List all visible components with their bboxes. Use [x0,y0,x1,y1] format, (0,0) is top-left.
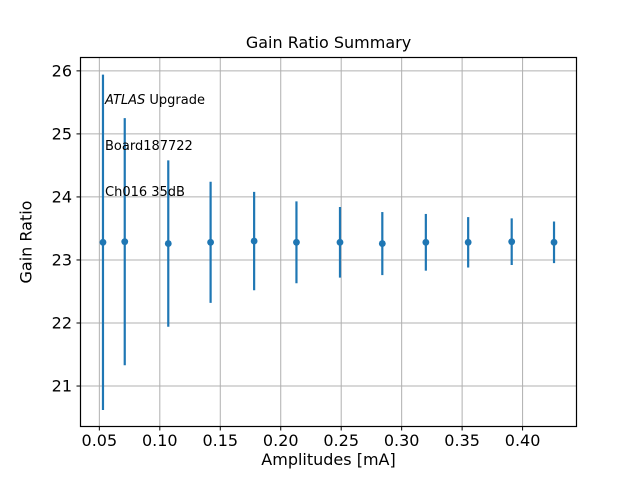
annotation-line-1: ATLAS Upgrade [105,93,205,108]
y-tick-label: 23 [52,250,72,269]
y-tick-label: 24 [52,187,72,206]
data-point-marker [508,238,516,246]
x-tick-label: 0.40 [505,431,541,450]
y-tick-label: 22 [52,313,72,332]
x-tick-label: 0.10 [142,431,178,450]
x-axis-label: Amplitudes [mA] [261,450,396,469]
data-point-marker [121,238,129,246]
y-tick-label: 26 [52,61,72,80]
data-point-marker [207,238,214,246]
x-tick-label: 0.30 [384,431,420,450]
x-tick-label: 0.05 [82,431,118,450]
y-axis-label: Gain Ratio [16,200,36,284]
data-point-marker [164,240,172,247]
annotation-line-3: Ch016 35dB [105,185,185,201]
y-tick-label: 21 [52,377,72,396]
axes-frame [79,56,578,428]
data-point-marker [250,237,258,245]
annotation: ATLAS Upgrade Board187722 Ch016 35dB [105,62,205,231]
annotation-line-2: Board187722 [105,139,193,155]
data-point-marker [422,238,430,246]
data-point-marker [293,238,300,246]
annotation-upgrade-text: Upgrade [145,92,205,108]
annotation-experiment-name: ATLAS [105,92,146,108]
x-tick-label: 0.25 [323,431,359,450]
chart-title: Gain Ratio Summary [245,33,412,52]
data-point-marker [378,240,386,247]
data-point-marker [464,238,472,246]
data-point-marker [336,238,344,246]
x-tick-label: 0.20 [263,431,299,450]
x-tick-label: 0.15 [202,431,238,450]
y-tick-label: 25 [52,124,72,143]
x-tick-label: 0.35 [444,431,480,450]
data-point-marker [99,238,107,246]
data-point-marker [550,238,558,246]
